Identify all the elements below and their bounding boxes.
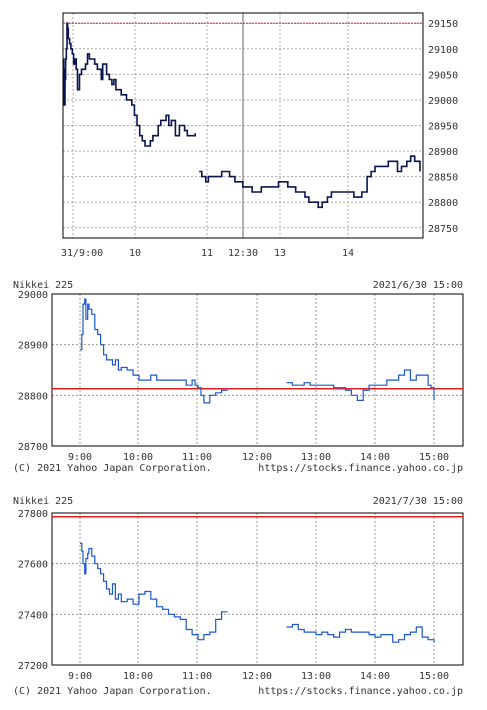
series-line-segment	[286, 369, 435, 401]
series-line-segment	[80, 542, 228, 641]
x-tick-label: 12:00	[242, 671, 272, 682]
x-tick-label: 10:00	[123, 452, 153, 463]
series-line-segment	[286, 623, 435, 643]
y-tick-label: 27600	[18, 560, 48, 571]
x-tick-label: 12:00	[242, 452, 272, 463]
intraday-chart-1: 29150 29100 29050 29000 28950 28900 28850 28800…	[61, 12, 458, 259]
y-tick-label: 28900	[428, 147, 458, 158]
chart-panel-3: Nikkei 225 2021/7/30 15:00 (C) 2021 Yaho…	[0, 490, 487, 700]
x-tick-label: 9:00	[68, 671, 92, 682]
x-tick-label: 15:00	[419, 671, 449, 682]
y-tick-label: 28900	[18, 341, 48, 352]
chart-2-header-right: 2021/6/30 15:00	[373, 280, 463, 291]
x-tick-label: 13:00	[301, 671, 331, 682]
chart-2-footer-right: https://stocks.finance.yahoo.co.jp	[258, 463, 463, 474]
x-tick-label: 14:00	[360, 671, 390, 682]
intraday-chart-2: Nikkei 225 2021/6/30 15:00 (C) 2021 Yaho…	[13, 280, 464, 474]
y-tick-label: 29000	[18, 290, 48, 301]
chart-3-header-right: 2021/7/30 15:00	[373, 496, 463, 507]
y-tick-label: 28950	[428, 122, 458, 133]
y-tick-label: 28700	[18, 442, 48, 453]
y-tick-label: 28850	[428, 173, 458, 184]
chart-panel-2: Nikkei 225 2021/6/30 15:00 (C) 2021 Yaho…	[0, 270, 487, 478]
x-tick-label: 13	[274, 248, 286, 259]
x-tick-label: 10	[129, 248, 141, 259]
chart-2-header-left: Nikkei 225	[13, 280, 73, 291]
y-tick-label: 29150	[428, 19, 458, 30]
y-tick-label: 29000	[428, 96, 458, 107]
y-tick-label: 29050	[428, 70, 458, 81]
chart-3-footer-left: (C) 2021 Yahoo Japan Corporation.	[13, 686, 212, 697]
x-tick-label: 14:00	[360, 452, 390, 463]
plot-frame	[62, 12, 424, 239]
x-tick-label: 11:00	[182, 671, 212, 682]
x-tick-label: 11:00	[182, 452, 212, 463]
y-tick-label: 27800	[18, 509, 48, 520]
x-tick-label: 9:00	[68, 452, 92, 463]
plot-frame	[51, 293, 464, 447]
y-tick-label: 27400	[18, 610, 48, 621]
plot-frame	[51, 512, 464, 666]
y-tick-label: 27200	[18, 661, 48, 672]
intraday-chart-3: Nikkei 225 2021/7/30 15:00 (C) 2021 Yaho…	[13, 496, 464, 697]
x-tick-label: 12:30	[228, 248, 258, 259]
y-tick-label: 28750	[428, 224, 458, 235]
chart-2-footer-left: (C) 2021 Yahoo Japan Corporation.	[13, 463, 212, 474]
y-tick-label: 28800	[428, 198, 458, 209]
x-tick-label: 31/9:00	[61, 248, 103, 259]
x-tick-label: 15:00	[419, 452, 449, 463]
chart-panel-1: 29150 29100 29050 29000 28950 28900 28850 28800…	[0, 0, 487, 262]
y-tick-label: 29100	[428, 45, 458, 56]
chart-3-header-left: Nikkei 225	[13, 496, 73, 507]
series-line-segment	[199, 155, 421, 209]
series-line-segment	[62, 22, 196, 147]
x-tick-label: 13:00	[301, 452, 331, 463]
x-tick-label: 11	[201, 248, 213, 259]
series-line-segment	[80, 298, 228, 404]
x-tick-label: 14	[342, 248, 354, 259]
chart-3-footer-right: https://stocks.finance.yahoo.co.jp	[258, 686, 463, 697]
y-tick-label: 28800	[18, 391, 48, 402]
x-tick-label: 10:00	[123, 671, 153, 682]
